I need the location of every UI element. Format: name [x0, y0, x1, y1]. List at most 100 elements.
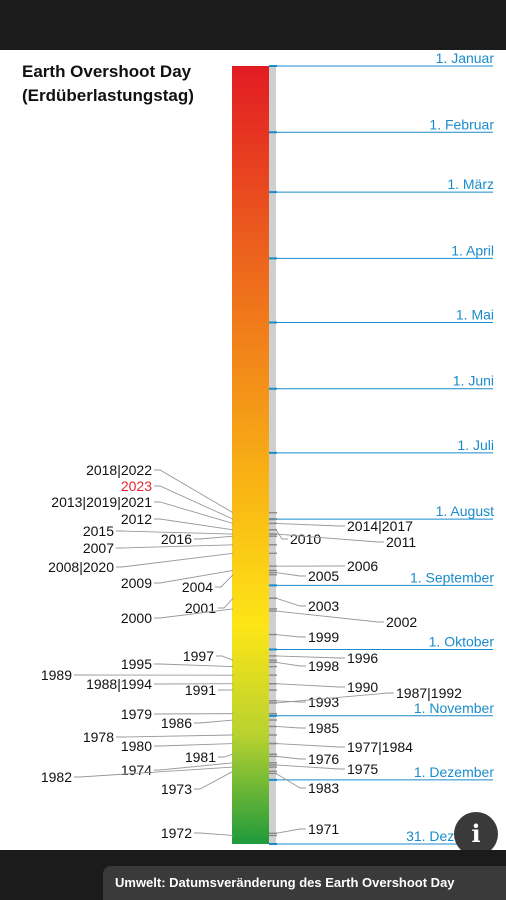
year-label-1985: 1985: [308, 720, 339, 736]
year-label-1987-1992: 1987|1992: [396, 685, 462, 701]
month-label-1-oktober: 1. Oktober: [429, 634, 495, 650]
year-leader-2011: [275, 533, 384, 543]
month-label-1-september: 1. September: [410, 569, 494, 585]
top-bar: [0, 0, 506, 50]
year-label-1972: 1972: [161, 825, 192, 841]
year-label-2007: 2007: [83, 540, 114, 556]
year-leader-2003: [275, 597, 306, 607]
month-label-1-m-rz: 1. März: [447, 176, 494, 192]
year-label-2001: 2001: [185, 600, 216, 616]
month-label-1-mai: 1. Mai: [456, 306, 494, 322]
year-label-1989: 1989: [41, 667, 72, 683]
year-label-2014-2017: 2014|2017: [347, 518, 413, 534]
month-label-1-juni: 1. Juni: [453, 373, 494, 389]
year-leader-2013-2019-2021: [154, 501, 234, 524]
year-leader-2010: [275, 529, 288, 540]
year-leader-2007: [116, 544, 234, 549]
chart-title: Earth Overshoot Day: [22, 62, 192, 81]
year-leader-1978: [116, 734, 234, 738]
year-label-1986: 1986: [161, 715, 192, 731]
year-leader-2014-2017: [275, 522, 345, 527]
year-label-2004: 2004: [182, 579, 213, 595]
year-leader-1976: [275, 755, 306, 760]
year-leader-1986: [194, 719, 234, 724]
chart-title-block: Earth Overshoot Day (Erdüberlastungstag): [22, 60, 194, 108]
info-icon[interactable]: i: [454, 812, 498, 856]
year-leader-1974: [154, 762, 234, 771]
year-label-1981: 1981: [185, 749, 216, 765]
year-label-1997: 1997: [183, 648, 214, 664]
year-leader-2009: [154, 569, 234, 584]
month-label-1-juli: 1. Juli: [457, 437, 494, 453]
year-label-1990: 1990: [347, 679, 378, 695]
year-label-1979: 1979: [121, 706, 152, 722]
year-leader-1981: [218, 753, 234, 758]
year-label-2013-2019-2021: 2013|2019|2021: [51, 494, 152, 510]
year-leader-1977-1984: [275, 743, 345, 748]
year-leader-2000: [154, 608, 234, 619]
timeline-scale: [269, 66, 276, 844]
year-leader-1995: [154, 663, 234, 668]
year-label-1998: 1998: [308, 658, 339, 674]
year-label-2000: 2000: [121, 610, 152, 626]
year-label-2016: 2016: [161, 531, 192, 547]
year-label-1974: 1974: [121, 762, 152, 778]
year-label-2018-2022: 2018|2022: [86, 462, 152, 478]
year-label-1983: 1983: [308, 780, 339, 796]
year-label-2012: 2012: [121, 511, 152, 527]
year-label-1977-1984: 1977|1984: [347, 739, 413, 755]
month-label-1-februar: 1. Februar: [429, 116, 494, 132]
year-leader-2008-2020: [116, 552, 234, 568]
year-leader-1973: [194, 770, 234, 790]
year-label-1996: 1996: [347, 650, 378, 666]
year-leader-1972: [194, 832, 234, 836]
year-label-2005: 2005: [308, 568, 339, 584]
year-label-1975: 1975: [347, 761, 378, 777]
year-label-2009: 2009: [121, 575, 152, 591]
year-label-1993: 1993: [308, 694, 339, 710]
year-label-1982: 1982: [41, 769, 72, 785]
year-label-1999: 1999: [308, 629, 339, 645]
year-leader-1985: [275, 725, 306, 729]
year-leader-2012: [154, 518, 234, 531]
year-leader-2001: [218, 597, 234, 609]
year-leader-1982: [74, 766, 234, 778]
year-label-2002: 2002: [386, 614, 417, 630]
year-label-2023: 2023: [121, 478, 152, 494]
timeline-bar: [232, 66, 269, 844]
month-label-1-november: 1. November: [414, 700, 494, 716]
year-label-1980: 1980: [121, 738, 152, 754]
chart-subtitle: (Erdüberlastungstag): [22, 86, 194, 105]
month-label-1-januar: 1. Januar: [436, 50, 495, 66]
year-label-2006: 2006: [347, 558, 378, 574]
year-leader-1999: [275, 634, 306, 638]
year-leader-1987-1992: [275, 692, 394, 704]
year-leader-1983: [275, 773, 306, 789]
year-leader-2023: [154, 485, 234, 520]
month-label-1-august: 1. August: [436, 503, 494, 519]
year-leader-1993: [275, 700, 306, 703]
year-leader-2004: [215, 574, 234, 588]
month-label-1-dezember: 1. Dezember: [414, 764, 494, 780]
year-label-1973: 1973: [161, 781, 192, 797]
year-leader-2005: [275, 572, 306, 577]
year-leader-2015: [116, 530, 234, 535]
caption-bar[interactable]: Umwelt: Datumsveränderung des Earth Over…: [103, 866, 506, 900]
year-label-1978: 1978: [83, 729, 114, 745]
year-leader-2016: [194, 535, 234, 540]
year-label-2003: 2003: [308, 598, 339, 614]
year-label-2011: 2011: [386, 534, 416, 550]
year-label-2015: 2015: [83, 523, 114, 539]
overshoot-timeline-chart: 1. Januar 1. Februar 1. März 1. April 1. Mai…: [41, 50, 495, 845]
year-leader-1998: [275, 661, 306, 667]
year-label-1991: 1991: [185, 682, 216, 698]
month-label-1-april: 1. April: [451, 242, 494, 258]
year-label-1971: 1971: [308, 821, 339, 837]
year-label-1976: 1976: [308, 751, 339, 767]
year-leader-1990: [275, 683, 345, 688]
year-leader-1975: [275, 764, 345, 770]
year-label-2010: 2010: [290, 531, 321, 547]
month-markers: 1. Januar 1. Februar 1. März 1. April 1. Mai…: [269, 50, 495, 845]
year-leader-1997: [216, 655, 234, 661]
